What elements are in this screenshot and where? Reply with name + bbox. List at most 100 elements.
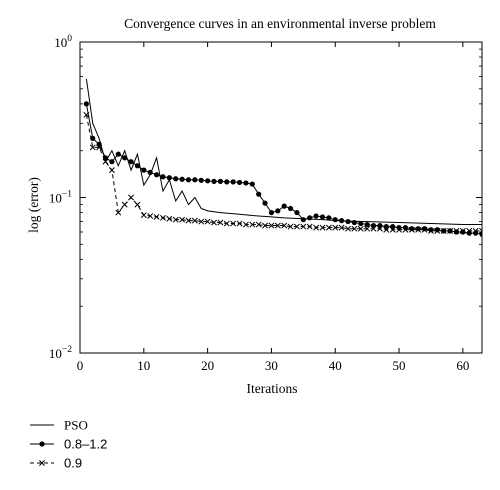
- data-point: [421, 226, 428, 233]
- data-point: [453, 227, 460, 234]
- data-point: [83, 111, 90, 118]
- legend: PSO 0.8–1.2 0.9: [30, 418, 107, 471]
- data-point: [287, 205, 294, 212]
- x-tick-label: 50: [393, 358, 406, 373]
- data-point: [307, 215, 313, 221]
- data-point: [198, 218, 205, 225]
- data-point: [351, 219, 357, 226]
- data-point: [102, 158, 109, 165]
- data-point: [370, 225, 377, 232]
- data-point: [345, 225, 351, 232]
- data-point: [89, 144, 96, 151]
- data-point: [319, 224, 326, 231]
- data-point: [472, 227, 479, 234]
- data-point: [396, 226, 403, 233]
- data-point: [434, 227, 440, 233]
- data-point: [466, 227, 473, 234]
- y-tick-label: 100: [54, 34, 72, 50]
- data-point: [159, 214, 166, 221]
- data-point: [249, 221, 256, 228]
- data-point: [204, 218, 211, 225]
- data-point: [262, 200, 268, 206]
- series-line: [85, 114, 482, 232]
- data-point: [459, 227, 466, 234]
- data-point: [306, 223, 313, 230]
- data-point: [415, 226, 421, 232]
- data-point: [268, 209, 275, 216]
- data-point: [325, 224, 332, 231]
- data-point: [339, 218, 345, 224]
- data-point: [224, 179, 230, 185]
- data-point: [185, 217, 192, 224]
- legend-label: PSO: [64, 418, 88, 433]
- data-point: [128, 194, 135, 201]
- data-point: [409, 226, 415, 232]
- data-point: [242, 221, 249, 228]
- data-point: [173, 176, 179, 182]
- data-point: [205, 178, 211, 184]
- data-point: [293, 223, 300, 230]
- data-point: [223, 220, 230, 227]
- data-point: [109, 159, 115, 165]
- chart-title: Convergence curves in an environmental i…: [124, 16, 436, 31]
- data-point: [191, 217, 198, 224]
- data-point: [96, 144, 103, 151]
- data-point: [313, 224, 320, 231]
- y-tick-label: 10−1: [49, 190, 72, 206]
- data-point: [275, 208, 281, 214]
- data-point: [122, 155, 128, 161]
- data-point: [357, 225, 364, 232]
- data-point: [134, 201, 141, 208]
- data-point: [294, 209, 300, 216]
- data-point: [415, 226, 422, 233]
- data-point: [83, 101, 89, 107]
- data-point: [268, 222, 275, 229]
- data-point: [479, 227, 482, 234]
- data-point: [402, 226, 409, 233]
- data-point: [287, 223, 294, 230]
- x-tick-label: 0: [77, 358, 84, 373]
- legend-marker: [39, 441, 45, 447]
- data-point: [192, 177, 198, 183]
- x-tick-label: 60: [456, 358, 469, 373]
- data-point: [185, 177, 192, 183]
- data-point: [447, 227, 454, 234]
- data-point: [428, 227, 434, 233]
- data-point: [115, 151, 121, 157]
- x-tick-label: 20: [201, 358, 214, 373]
- data-point: [332, 217, 338, 223]
- data-point: [217, 219, 224, 226]
- data-point: [211, 178, 217, 184]
- legend-marker: [39, 460, 45, 466]
- data-point: [319, 214, 326, 220]
- series-1: [85, 78, 482, 226]
- data-point: [236, 179, 243, 186]
- data-point: [179, 216, 186, 223]
- data-point: [332, 224, 339, 231]
- data-point: [236, 220, 243, 227]
- data-point: [172, 216, 179, 223]
- x-tick-label: 30: [265, 358, 278, 373]
- data-point: [313, 213, 319, 219]
- data-point: [211, 219, 217, 226]
- data-point: [255, 221, 262, 228]
- data-point: [140, 212, 147, 219]
- legend-label: 0.9: [64, 456, 82, 471]
- series-2: [83, 101, 482, 237]
- data-point: [166, 175, 172, 181]
- y-tick-label: 10−2: [49, 345, 72, 361]
- x-tick-label: 40: [329, 358, 342, 373]
- data-point: [281, 203, 287, 209]
- data-point: [338, 224, 345, 231]
- data-point: [108, 167, 115, 174]
- series-line: [85, 78, 482, 226]
- data-point: [389, 226, 396, 233]
- data-point: [345, 218, 351, 225]
- data-point: [230, 179, 236, 185]
- data-point: [121, 201, 128, 208]
- data-point: [440, 227, 447, 234]
- data-point: [115, 209, 122, 216]
- data-point: [383, 226, 390, 233]
- data-point: [376, 225, 383, 232]
